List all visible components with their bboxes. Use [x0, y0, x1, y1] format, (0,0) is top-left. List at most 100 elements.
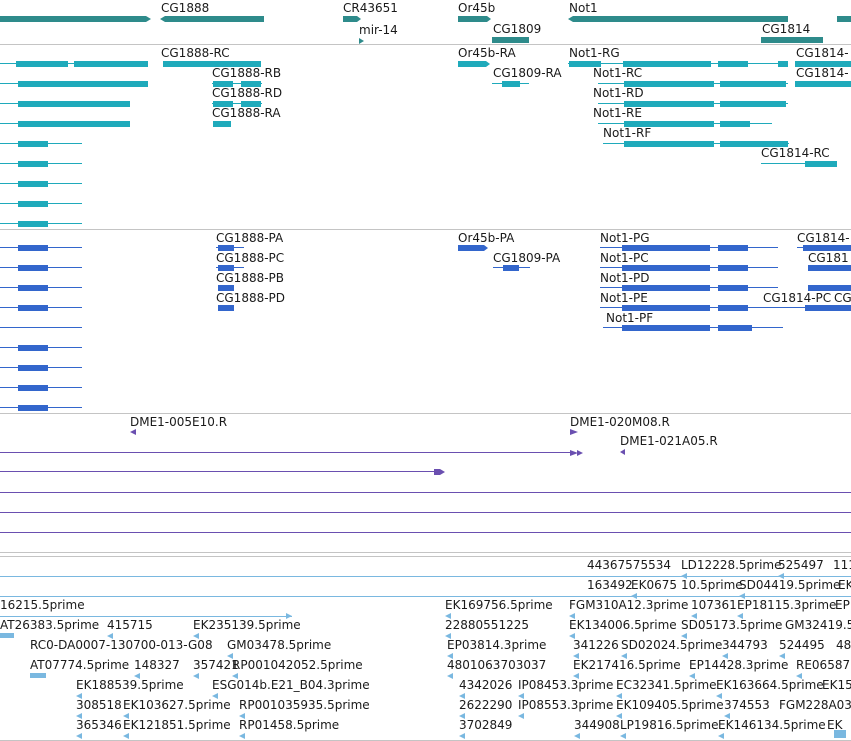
est-label[interactable]: EK	[827, 718, 843, 732]
est-label[interactable]: FGM310A12.3prime	[569, 598, 689, 612]
est-label[interactable]: EK169756.5prime	[445, 598, 553, 612]
est-label[interactable]: EK103627.5prime	[123, 698, 231, 712]
transcript-label[interactable]: CG1888-RD	[212, 86, 283, 100]
protein-label[interactable]: CG1814-	[797, 231, 850, 245]
protein-feature[interactable]	[600, 264, 780, 272]
protein-feature[interactable]	[603, 324, 785, 332]
transcript-feature[interactable]	[795, 80, 851, 88]
est-label[interactable]: 22880551225	[445, 618, 529, 632]
clone-label[interactable]: DME1-020M08.R	[570, 415, 670, 429]
transcript-feature[interactable]	[568, 60, 790, 68]
protein-label[interactable]: Or45b-PA	[458, 231, 515, 245]
est-label[interactable]: AT07774.5prime	[30, 658, 130, 672]
transcript-feature[interactable]	[0, 80, 150, 88]
transcript-feature[interactable]	[0, 180, 84, 188]
est-label[interactable]: RE06587	[796, 658, 851, 672]
est-label[interactable]: EK	[838, 578, 851, 592]
est-line[interactable]	[0, 596, 851, 597]
transcript-feature[interactable]	[0, 200, 84, 208]
clone-label[interactable]: DME1-005E10.R	[130, 415, 228, 429]
est-label[interactable]: 525497	[778, 558, 824, 572]
transcript-label[interactable]: CG1814-	[796, 46, 849, 60]
transcript-feature[interactable]	[0, 220, 84, 228]
protein-label[interactable]: Not1-PF	[606, 311, 654, 325]
est-label[interactable]: EP	[835, 598, 850, 612]
est-bar[interactable]	[30, 673, 46, 678]
protein-label[interactable]: CG1809-PA	[493, 251, 561, 265]
est-label[interactable]: 3702849	[459, 718, 513, 732]
est-label[interactable]: 107361	[691, 598, 737, 612]
est-label[interactable]: EK0675	[631, 578, 677, 592]
transcript-feature[interactable]	[603, 140, 793, 148]
protein-label[interactable]: CG1814-PC	[763, 291, 832, 305]
protein-feature[interactable]	[0, 384, 84, 392]
transcript-label[interactable]: CG1888-RB	[212, 66, 282, 80]
est-label[interactable]: FGM228A03	[779, 698, 851, 712]
transcript-feature[interactable]	[492, 80, 530, 88]
est-label[interactable]: SD05173.5prime	[681, 618, 783, 632]
est-label[interactable]: RP001035935.5prime	[239, 698, 370, 712]
clone-line[interactable]	[0, 532, 851, 533]
est-label[interactable]: 2622290	[459, 698, 513, 712]
protein-feature[interactable]	[0, 304, 84, 312]
protein-label[interactable]: Not1-PE	[600, 291, 648, 305]
est-label[interactable]: 374553	[724, 698, 770, 712]
transcript-label[interactable]: Not1-RG	[569, 46, 620, 60]
est-label[interactable]: 341226	[573, 638, 619, 652]
protein-feature[interactable]	[216, 244, 244, 252]
est-label[interactable]: 48	[836, 638, 851, 652]
est-line[interactable]	[0, 576, 851, 577]
est-label[interactable]: EK121851.5prime	[123, 718, 231, 732]
protein-feature[interactable]	[0, 364, 84, 372]
est-label[interactable]: EC32341.5prime	[616, 678, 717, 692]
est-label[interactable]: AT26383.5prime	[0, 618, 100, 632]
est-label[interactable]: SD04419.5prime	[739, 578, 841, 592]
est-label[interactable]: EK15	[822, 678, 851, 692]
protein-label[interactable]: CG1888-PB	[216, 271, 285, 285]
transcript-feature[interactable]	[212, 80, 264, 88]
protein-feature[interactable]	[763, 304, 851, 312]
protein-feature[interactable]	[0, 324, 84, 332]
protein-feature[interactable]	[216, 304, 244, 312]
transcript-feature[interactable]	[795, 60, 851, 68]
est-label[interactable]: LD12228.5prime	[681, 558, 782, 572]
est-label[interactable]: 10.5prime	[681, 578, 743, 592]
est-label[interactable]: LP19816.5prime	[620, 718, 719, 732]
est-label[interactable]: IP08453.3prime	[518, 678, 614, 692]
protein-feature[interactable]	[600, 244, 780, 252]
est-label[interactable]: EP18115.3prime	[737, 598, 837, 612]
transcript-feature[interactable]	[212, 100, 264, 108]
est-label[interactable]: 365346	[76, 718, 122, 732]
transcript-feature[interactable]	[0, 160, 84, 168]
est-label[interactable]: RP001042052.5prime	[232, 658, 363, 672]
protein-feature[interactable]	[493, 264, 531, 272]
transcript-feature[interactable]	[212, 120, 232, 128]
est-label[interactable]: GM32419.5	[785, 618, 851, 632]
protein-feature[interactable]	[0, 284, 84, 292]
transcript-label[interactable]: Not1-RE	[593, 106, 642, 120]
protein-feature[interactable]	[600, 284, 780, 292]
protein-label[interactable]: Not1-PC	[600, 251, 649, 265]
protein-label[interactable]: CG1888-PD	[216, 291, 286, 305]
est-line[interactable]	[0, 616, 292, 617]
clone-feature[interactable]	[0, 450, 585, 456]
est-label[interactable]: 4801063703037	[447, 658, 547, 672]
protein-feature[interactable]	[0, 404, 84, 412]
transcript-label[interactable]: Not1-RC	[593, 66, 643, 80]
protein-label[interactable]: Not1-PG	[600, 231, 650, 245]
protein-label[interactable]: CG	[834, 291, 851, 305]
est-bar[interactable]	[834, 730, 846, 738]
est-label[interactable]: 163492	[587, 578, 633, 592]
est-label[interactable]: SD02024.5prime	[621, 638, 723, 652]
est-label[interactable]: 16215.5prime	[0, 598, 85, 612]
transcript-feature[interactable]	[0, 140, 84, 148]
est-label[interactable]: RC0-DA0007-130700-013-G08	[30, 638, 213, 652]
protein-feature[interactable]	[808, 264, 851, 272]
protein-feature[interactable]	[808, 284, 851, 292]
est-label[interactable]: 4342026	[459, 678, 513, 692]
est-label[interactable]: 344793	[722, 638, 768, 652]
est-label[interactable]: 148327	[134, 658, 180, 672]
clone-feature[interactable]	[0, 468, 446, 476]
protein-label[interactable]: Not1-PD	[600, 271, 650, 285]
